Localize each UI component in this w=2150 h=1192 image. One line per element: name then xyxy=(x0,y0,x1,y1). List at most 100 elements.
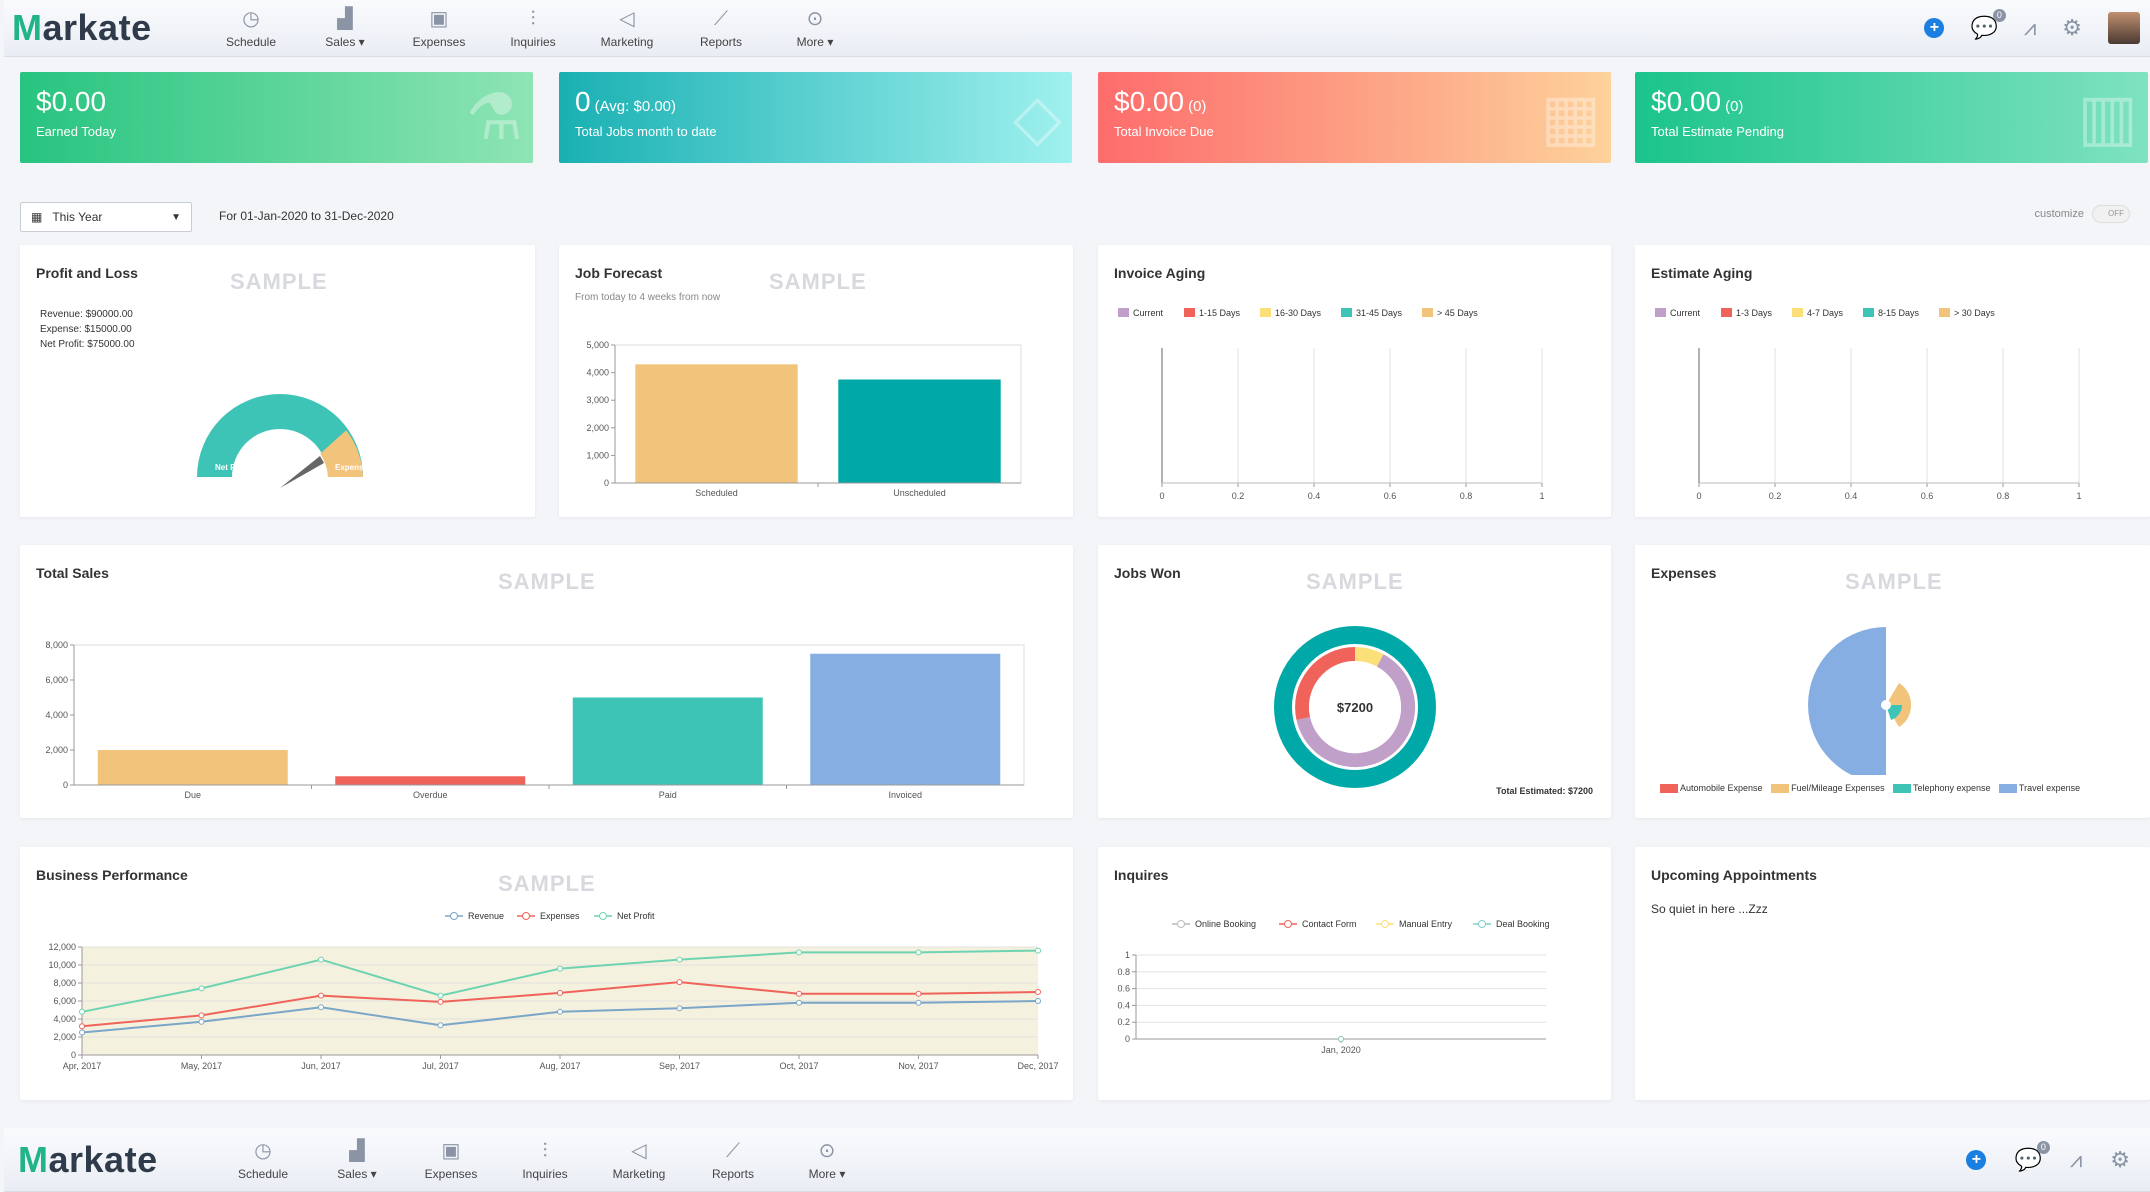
stat-estimate-pending: $0.00 (0) Total Estimate Pending ▥ xyxy=(1635,72,2148,163)
nav-more[interactable]: ⊙ More ▾ xyxy=(780,1139,874,1181)
invoice-aging-chart: Current 1-15 Days 16-30 Days 31-45 Days > 45… xyxy=(1118,308,1545,501)
gauge-label-net-profit: Net Profit xyxy=(215,463,251,472)
stat-value: 0 xyxy=(575,86,591,117)
chart-icon: ⟋ xyxy=(714,8,728,30)
x-tick-label: 0.2 xyxy=(1232,491,1245,501)
jobs-won-donut: $7200 xyxy=(1274,626,1436,788)
chat-button[interactable]: 💬 0 xyxy=(2014,1140,2050,1173)
nav-reports[interactable]: ⟋ Reports xyxy=(674,7,768,49)
nav-inquiries[interactable]: ⫶ Inquiries xyxy=(486,7,580,49)
y-tick-label: 10,000 xyxy=(48,960,76,970)
legend-label: Deal Booking xyxy=(1496,919,1550,929)
panel-title: Total Sales xyxy=(36,565,109,581)
nav-more[interactable]: ⊙ More ▾ xyxy=(768,7,862,49)
nav-expenses[interactable]: ▣ Expenses xyxy=(392,7,486,49)
logo[interactable]: Markate xyxy=(18,1138,158,1180)
data-point xyxy=(318,1004,324,1011)
notification-badge: 0 xyxy=(1992,9,2006,22)
donut-segment-yellow xyxy=(1355,647,1384,667)
data-point xyxy=(318,956,324,963)
customize-toggle[interactable]: OFF xyxy=(2092,205,2130,223)
chevron-down-icon: ▼ xyxy=(171,211,181,223)
nav-marketing[interactable]: ◁ Marketing xyxy=(592,1139,686,1181)
x-tick-label: 0 xyxy=(1696,491,1701,501)
legend-label: 16-30 Days xyxy=(1275,308,1322,318)
legend-marker xyxy=(522,912,530,920)
x-tick-label: Apr, 2017 xyxy=(63,1061,102,1071)
add-button[interactable]: + xyxy=(1966,1149,1987,1170)
stat-total-jobs: 0 (Avg: $0.00) Total Jobs month to date ◇ xyxy=(559,72,1072,163)
sales-icon: ▟ xyxy=(337,8,353,30)
data-point xyxy=(915,949,922,956)
stat-value: $0.00 xyxy=(1651,86,1722,117)
legend-label: Current xyxy=(1133,308,1164,318)
settings-button[interactable]: ⚙ xyxy=(2110,1147,2130,1173)
legend-swatch xyxy=(1655,308,1666,317)
data-point xyxy=(915,990,922,997)
rose-slice-telephony xyxy=(1886,705,1902,720)
legend-marker xyxy=(1478,920,1486,928)
add-button[interactable]: + xyxy=(1924,18,1945,38)
plus-icon: + xyxy=(1966,1149,1987,1170)
main-nav: ◷ Schedule ▟ Sales ▾ ▣ Expenses ⫶ Inquiries … xyxy=(216,1139,874,1181)
legend-swatch xyxy=(1184,308,1195,317)
nav-right-actions: + 💬 0 ⩘ ⚙ xyxy=(1966,1140,2150,1173)
inquiries-icon: ⫶ xyxy=(542,1139,548,1162)
panel-expenses: Expenses SAMPLE Automobile Expense Fuel/… xyxy=(1635,545,2150,818)
nav-inquiries[interactable]: ⫶ Inquiries xyxy=(498,1139,592,1181)
calendar-icon: ▦ xyxy=(31,210,43,224)
legend-label: Net Profit xyxy=(617,911,655,921)
panel-subtitle: From today to 4 weeks from now xyxy=(575,292,721,303)
legend-marker xyxy=(450,912,458,920)
nav-expenses[interactable]: ▣ Expenses xyxy=(404,1139,498,1181)
panel-job-forecast: Job Forecast From today to 4 weeks from … xyxy=(559,245,1073,517)
data-point xyxy=(676,956,683,963)
nav-sales[interactable]: ▟ Sales ▾ xyxy=(310,1139,404,1181)
nav-schedule[interactable]: ◷ Schedule xyxy=(216,1139,310,1181)
data-point xyxy=(1035,989,1041,995)
x-tick-label: Scheduled xyxy=(695,488,738,498)
donut-center-label: $7200 xyxy=(1337,700,1373,715)
x-tick-label: 0.8 xyxy=(1997,491,2010,501)
nav-marketing[interactable]: ◁ Marketing xyxy=(580,7,674,49)
panel-profit-loss: Profit and Loss SAMPLE Revenue: $90000.0… xyxy=(20,245,535,517)
clock-icon: ◷ xyxy=(242,8,260,30)
x-tick-label: Jun, 2017 xyxy=(301,1061,341,1071)
y-tick-label: 0 xyxy=(63,780,68,790)
data-point xyxy=(796,999,802,1006)
bar xyxy=(97,750,288,785)
stat-label: Total Estimate Pending xyxy=(1651,124,1784,139)
data-point xyxy=(198,985,205,992)
avatar[interactable] xyxy=(2108,12,2140,44)
business-performance-chart: 0 2,000 4,000 6,000 8,000 10,000 12,000 Apr, 20… xyxy=(48,911,1058,1071)
y-tick-label: 0.2 xyxy=(1117,1017,1130,1027)
bar xyxy=(572,697,763,785)
data-point xyxy=(557,1008,563,1015)
legend-item: Telephony expense xyxy=(1892,783,1991,794)
data-point xyxy=(1338,1036,1344,1042)
y-tick-label: 12,000 xyxy=(48,942,76,952)
period-select[interactable]: ▦ This Year ▼ xyxy=(20,202,192,232)
bar xyxy=(838,379,1001,483)
activity-button[interactable]: ⩘ xyxy=(2070,1147,2082,1173)
x-tick-label: Overdue xyxy=(413,790,448,800)
logo[interactable]: Markate xyxy=(12,7,152,48)
panel-total-sales: Total Sales SAMPLE 0 2,000 4,000 6,000 8,000… xyxy=(20,545,1073,818)
y-tick-label: 0 xyxy=(1125,1034,1130,1044)
nav-schedule[interactable]: ◷ Schedule xyxy=(204,7,298,49)
panel-upcoming-appointments: Upcoming Appointments So quiet in here .… xyxy=(1635,847,2150,1100)
nav-sales[interactable]: ▟ Sales ▾ xyxy=(298,7,392,49)
settings-button[interactable]: ⚙ xyxy=(2062,15,2082,41)
chat-button[interactable]: 💬 0 xyxy=(1970,9,2006,41)
panel-title: Upcoming Appointments xyxy=(1651,867,1817,883)
data-point xyxy=(557,965,563,972)
rose-slice-travel xyxy=(1808,627,1886,775)
panel-inquires: Inquires 0 0.2 0.4 0.6 0.8 1 Jan, 2020 Online B… xyxy=(1098,847,1611,1100)
bar xyxy=(335,776,526,785)
stat-label: Total Invoice Due xyxy=(1114,124,1214,139)
nav-reports[interactable]: ⟋ Reports xyxy=(686,1139,780,1181)
data-point xyxy=(557,989,563,996)
activity-button[interactable]: ⩘ xyxy=(2024,15,2036,41)
legend-swatch xyxy=(1422,308,1433,317)
job-forecast-chart: 0 1,000 2,000 3,000 4,000 5,000 Scheduled Unsch… xyxy=(586,340,1022,498)
